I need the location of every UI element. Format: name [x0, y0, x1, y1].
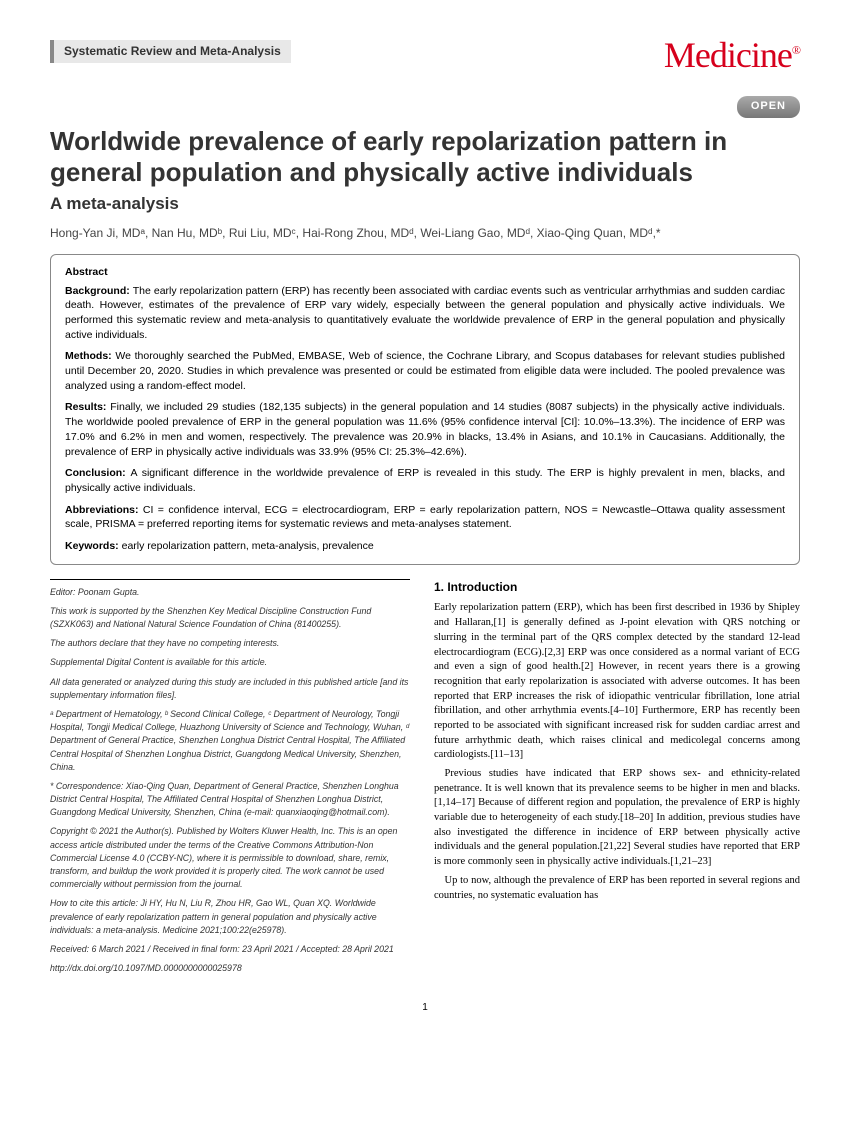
introduction-heading: 1. Introduction	[434, 579, 800, 596]
intro-paragraph-2: Previous studies have indicated that ERP…	[434, 767, 800, 870]
article-subtitle: A meta-analysis	[50, 192, 800, 216]
abstract-abbreviations: Abbreviations: CI = confidence interval,…	[65, 503, 785, 532]
open-access-badge: OPEN	[737, 96, 800, 117]
intro-paragraph-3: Up to now, although the prevalence of ER…	[434, 874, 800, 903]
intro-paragraph-1: Early repolarization pattern (ERP), whic…	[434, 601, 800, 763]
supplemental-note: Supplemental Digital Content is availabl…	[50, 656, 410, 669]
abstract-background: Background: The early repolarization pat…	[65, 284, 785, 343]
competing-interests: The authors declare that they have no co…	[50, 637, 410, 650]
abstract-box: Abstract Background: The early repolariz…	[50, 254, 800, 565]
abstract-keywords: Keywords: early repolarization pattern, …	[65, 539, 785, 554]
article-title: Worldwide prevalence of early repolariza…	[50, 126, 800, 188]
author-list: Hong-Yan Ji, MDᵃ, Nan Hu, MDᵇ, Rui Liu, …	[50, 224, 800, 242]
page-number: 1	[50, 1001, 800, 1015]
two-column-body: Editor: Poonam Gupta. This work is suppo…	[50, 579, 800, 982]
editor-note: Editor: Poonam Gupta.	[50, 586, 410, 599]
correspondence: * Correspondence: Xiao-Qing Quan, Depart…	[50, 780, 410, 820]
footnotes-column: Editor: Poonam Gupta. This work is suppo…	[50, 579, 410, 982]
abstract-methods: Methods: We thoroughly searched the PubM…	[65, 349, 785, 393]
abstract-results: Results: Finally, we included 29 studies…	[65, 400, 785, 459]
header-row: Systematic Review and Meta-Analysis Medi…	[50, 40, 800, 90]
affiliations: ᵃ Department of Hematology, ᵇ Second Cli…	[50, 708, 410, 774]
copyright: Copyright © 2021 the Author(s). Publishe…	[50, 825, 410, 891]
data-availability: All data generated or analyzed during th…	[50, 676, 410, 702]
abstract-conclusion: Conclusion: A significant difference in …	[65, 466, 785, 495]
abstract-label: Abstract	[65, 265, 785, 280]
funding-note: This work is supported by the Shenzhen K…	[50, 605, 410, 631]
dates: Received: 6 March 2021 / Received in fin…	[50, 943, 410, 956]
journal-logo: Medicine®	[664, 30, 800, 80]
section-label: Systematic Review and Meta-Analysis	[50, 40, 291, 63]
introduction-column: 1. Introduction Early repolarization pat…	[434, 579, 800, 982]
doi-link: http://dx.doi.org/10.1097/MD.00000000000…	[50, 962, 410, 975]
title-block: Worldwide prevalence of early repolariza…	[50, 126, 800, 242]
how-to-cite: How to cite this article: Ji HY, Hu N, L…	[50, 897, 410, 937]
